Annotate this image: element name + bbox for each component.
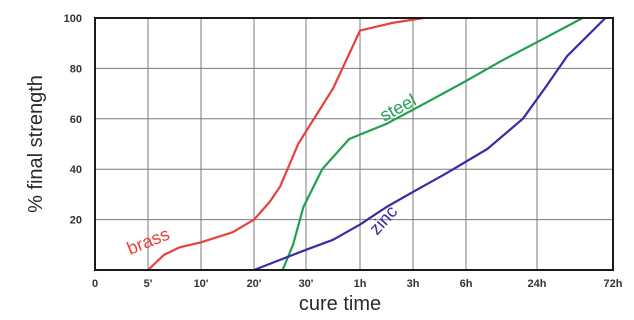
series-lines xyxy=(146,16,607,272)
series-line-brass xyxy=(146,16,425,272)
x-tick-label: 20' xyxy=(247,278,262,290)
y-axis-title: % final strength xyxy=(25,75,47,213)
series-line-zinc xyxy=(252,16,607,272)
plot-background xyxy=(95,18,613,270)
x-tick-label: 72h xyxy=(604,278,623,290)
y-tick-label: 20 xyxy=(70,215,82,227)
x-tick-label: 30' xyxy=(299,278,314,290)
x-tick-label: 6h xyxy=(460,278,473,290)
y-tick-label: 60 xyxy=(70,114,82,126)
x-tick-label: 24h xyxy=(528,278,547,290)
x-tick-label: 10' xyxy=(194,278,209,290)
x-tick-label: 5' xyxy=(144,278,153,290)
y-tick-label: 80 xyxy=(70,63,82,75)
plot-frame xyxy=(94,17,614,271)
x-tick-label: 0 xyxy=(92,278,98,290)
series-line-steel xyxy=(281,16,584,272)
y-tick-label: 100 xyxy=(64,13,82,25)
grid xyxy=(95,18,613,270)
tick-labels: 0 5' 10' 20' 30' 1h 3h 6h 24h 72h 20 40 60 80 100 xyxy=(64,13,623,290)
x-tick-label: 1h xyxy=(354,278,367,290)
x-tick-label: 3h xyxy=(407,278,420,290)
x-axis-title: cure time xyxy=(299,293,381,315)
y-tick-label: 40 xyxy=(70,164,82,176)
